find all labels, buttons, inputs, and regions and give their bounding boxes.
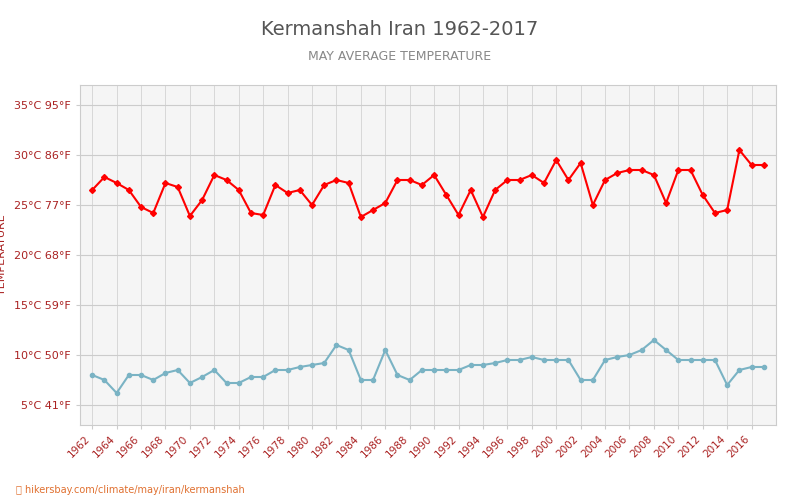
- DAY: [478, 214, 488, 220]
- Text: 🟠 hikersbay.com/climate/may/iran/kermanshah: 🟠 hikersbay.com/climate/may/iran/kermans…: [16, 485, 245, 495]
- NIGHT: [759, 364, 769, 370]
- NIGHT: [478, 362, 488, 368]
- Text: MAY AVERAGE TEMPERATURE: MAY AVERAGE TEMPERATURE: [309, 50, 491, 63]
- NIGHT: [344, 347, 354, 353]
- DAY: [356, 214, 366, 220]
- Line: NIGHT: NIGHT: [90, 338, 766, 395]
- DAY: [759, 162, 769, 168]
- DAY: [734, 147, 744, 153]
- NIGHT: [613, 354, 622, 360]
- DAY: [539, 180, 549, 186]
- Text: Kermanshah Iran 1962-2017: Kermanshah Iran 1962-2017: [262, 20, 538, 39]
- DAY: [87, 187, 97, 193]
- NIGHT: [514, 357, 524, 363]
- DAY: [332, 177, 342, 183]
- NIGHT: [87, 372, 97, 378]
- DAY: [100, 174, 110, 180]
- NIGHT: [112, 390, 122, 396]
- NIGHT: [649, 337, 658, 343]
- NIGHT: [100, 377, 110, 383]
- NIGHT: [539, 357, 549, 363]
- Line: DAY: DAY: [90, 148, 766, 219]
- Y-axis label: TEMPERATURE: TEMPERATURE: [0, 214, 7, 296]
- DAY: [613, 170, 622, 176]
- DAY: [514, 177, 524, 183]
